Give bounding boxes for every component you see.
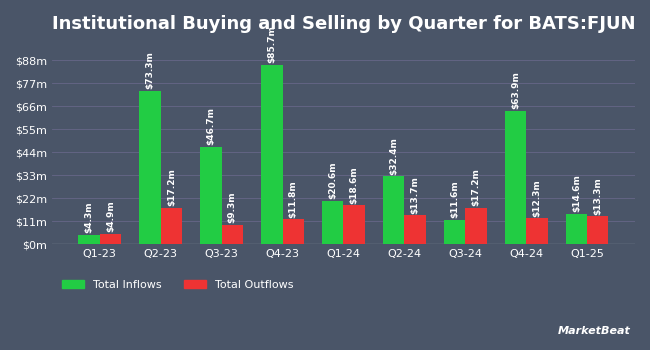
Title: Institutional Buying and Selling by Quarter for BATS:FJUN: Institutional Buying and Selling by Quar… [52, 15, 635, 33]
Text: $4.9m: $4.9m [106, 201, 115, 232]
Bar [343, 205, 365, 244]
Bar [261, 65, 283, 244]
Bar [526, 218, 547, 244]
Bar [587, 216, 608, 244]
Text: $20.6m: $20.6m [328, 162, 337, 200]
Text: $63.9m: $63.9m [511, 71, 520, 109]
Bar [200, 147, 222, 244]
Bar [566, 214, 587, 244]
Text: $73.3m: $73.3m [146, 51, 155, 89]
Text: $46.7m: $46.7m [207, 107, 216, 145]
Text: $12.3m: $12.3m [532, 179, 541, 217]
Bar [161, 208, 182, 244]
Bar [283, 219, 304, 244]
Bar [100, 234, 121, 244]
Text: $13.3m: $13.3m [593, 177, 603, 215]
Text: $4.3m: $4.3m [84, 202, 94, 233]
Bar [465, 208, 487, 244]
Text: $18.6m: $18.6m [350, 166, 359, 204]
Bar [322, 201, 343, 244]
Legend: Total Inflows, Total Outflows: Total Inflows, Total Outflows [58, 275, 298, 294]
Bar [444, 220, 465, 244]
Bar [139, 91, 161, 244]
Text: $85.7m: $85.7m [267, 26, 276, 63]
Bar [404, 216, 426, 244]
Bar [505, 111, 526, 244]
Text: $11.8m: $11.8m [289, 180, 298, 218]
Bar [79, 235, 100, 244]
Bar [383, 176, 404, 244]
Text: $14.6m: $14.6m [572, 174, 581, 212]
Text: $32.4m: $32.4m [389, 137, 398, 175]
Text: $13.7m: $13.7m [411, 176, 420, 214]
Text: $9.3m: $9.3m [227, 191, 237, 223]
Text: $17.2m: $17.2m [471, 169, 480, 206]
Bar [222, 225, 243, 244]
Text: MarketBeat: MarketBeat [558, 326, 630, 336]
Text: $17.2m: $17.2m [167, 169, 176, 206]
Text: $11.6m: $11.6m [450, 181, 459, 218]
